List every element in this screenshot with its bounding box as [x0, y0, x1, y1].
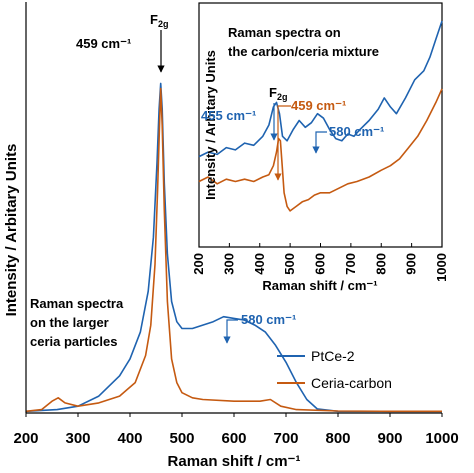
- inset-x-tick-label: 800: [373, 253, 388, 275]
- inset-label-459: 459 cm⁻¹: [291, 98, 346, 113]
- main-annotation-line-3: ceria particles: [30, 334, 117, 349]
- main-series-line-ceria: [25, 87, 442, 413]
- main-shoulder-arrow: [223, 319, 238, 344]
- main-annotation-line-2: on the larger: [30, 315, 109, 330]
- inset-x-tick-label: 200: [191, 253, 206, 275]
- legend-label-ptce: PtCe-2: [311, 348, 355, 364]
- main-x-tick-label: 500: [169, 430, 194, 447]
- inset-series-group: [198, 20, 443, 212]
- main-x-tick-label: 600: [221, 430, 246, 447]
- main-x-ticks: 200 300 400 500 600 700 800 900 1000: [13, 413, 459, 447]
- inset-series-line-ptce: [198, 20, 443, 158]
- inset-arrow-459: [274, 105, 291, 181]
- inset-f2g-label: F2g: [269, 85, 287, 102]
- inset-y-axis-label: Intensity / Arbitary Units: [203, 50, 218, 200]
- main-x-tick-label: 800: [325, 430, 350, 447]
- main-x-tick-label: 700: [273, 430, 298, 447]
- inset-x-tick-label: 500: [282, 253, 297, 275]
- inset-x-ticks: 200 300 400 500 600 700 800 900 1000: [191, 243, 449, 282]
- inset-title-line-1: Raman spectra on: [228, 25, 341, 40]
- inset-x-axis-label: Raman shift / cm⁻¹: [262, 278, 377, 293]
- main-x-tick-label: 900: [377, 430, 402, 447]
- main-peak-label: 459 cm⁻¹: [76, 36, 131, 51]
- main-x-tick-label: 300: [65, 430, 90, 447]
- inset-series-line-ceria: [198, 88, 443, 212]
- main-x-tick-label: 1000: [425, 430, 458, 447]
- inset-arrow-580: [312, 131, 327, 154]
- legend: PtCe-2 Ceria-carbon: [277, 348, 392, 391]
- inset-x-tick-label: 300: [221, 253, 236, 275]
- main-series-line-ptce: [25, 82, 442, 413]
- main-f2g-label: F2g: [150, 12, 168, 29]
- main-y-axis-label: Intensity / Arbitary Units: [3, 144, 20, 317]
- inset-label-455: 455 cm⁻¹: [201, 108, 256, 123]
- inset-frame: [198, 2, 443, 248]
- inset-x-tick-label: 1000: [434, 253, 449, 282]
- main-series-group: [25, 82, 442, 413]
- main-shoulder-label: 580 cm⁻¹: [241, 312, 296, 327]
- main-x-tick-label: 400: [117, 430, 142, 447]
- inset-x-tick-label: 900: [404, 253, 419, 275]
- inset-title-line-2: the carbon/ceria mixture: [228, 44, 379, 59]
- main-annotation-line-1: Raman spectra: [30, 296, 124, 311]
- inset-x-tick-label: 400: [252, 253, 267, 275]
- main-x-tick-label: 200: [13, 430, 38, 447]
- main-x-axis-label: Raman shift / cm⁻¹: [168, 453, 301, 470]
- inset-label-580: 580 cm⁻¹: [329, 124, 384, 139]
- legend-label-ceria: Ceria-carbon: [311, 375, 392, 391]
- inset-x-tick-label: 600: [313, 253, 328, 275]
- inset-x-tick-label: 700: [343, 253, 358, 275]
